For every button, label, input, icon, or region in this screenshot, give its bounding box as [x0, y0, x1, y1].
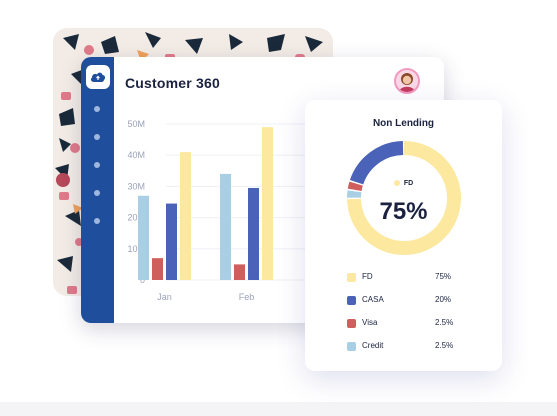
nav-item-5[interactable] [94, 218, 100, 224]
user-avatar[interactable] [394, 68, 420, 94]
bar-jan-2[interactable] [166, 203, 177, 280]
y-tick-label: 20M [127, 213, 145, 223]
legend-value: 2.5% [435, 318, 454, 327]
x-tick-label: Feb [239, 292, 255, 302]
y-tick-label: 40M [127, 150, 145, 160]
bar-feb-1[interactable] [234, 264, 245, 280]
donut-slice-fd[interactable] [347, 141, 461, 255]
legend-value: 75% [435, 272, 452, 281]
legend-value: 20% [435, 295, 452, 304]
legend-value: 2.5% [435, 341, 454, 350]
legend-swatch [347, 273, 356, 282]
sidebar [81, 57, 114, 323]
cloud-icon[interactable] [86, 65, 110, 89]
card-title: Non Lending [372, 118, 435, 129]
x-tick-label: Jan [157, 292, 172, 302]
y-tick-label: 30M [127, 181, 145, 191]
donut-center-value: 75% [379, 198, 428, 225]
bottom-strip [0, 402, 557, 416]
legend-swatch [347, 342, 356, 351]
donut-center-label-text: FD [403, 180, 414, 187]
legend-item-casa: CASA 20% [347, 295, 467, 307]
legend-label: FD [362, 272, 373, 281]
legend-swatch [347, 296, 356, 305]
legend-label: Credit [362, 341, 384, 350]
bar-feb-0[interactable] [220, 173, 231, 280]
legend-label: Visa [362, 318, 378, 327]
donut-chart [347, 141, 461, 255]
nav-item-1[interactable] [94, 106, 100, 112]
page-title: Customer 360 [125, 75, 220, 91]
bar-jan-3[interactable] [180, 152, 191, 280]
y-tick-label: 10M [127, 244, 145, 254]
y-tick-label: 50M [127, 119, 145, 129]
donut-center-label: FD [305, 180, 502, 187]
nav-item-2[interactable] [94, 134, 100, 140]
fd-dot [393, 180, 400, 187]
bar-feb-2[interactable] [248, 187, 259, 280]
legend-swatch [347, 319, 356, 328]
legend-label: CASA [362, 295, 384, 304]
nav-item-4[interactable] [94, 190, 100, 196]
legend-item-visa: Visa 2.5% [347, 318, 467, 330]
legend-item-fd: FD 75% [347, 272, 467, 284]
bar-jan-1[interactable] [152, 258, 163, 280]
non-lending-card: Non Lending FD 75% FD 75% CASA 20% Visa … [305, 100, 502, 371]
bar-jan-0[interactable] [138, 195, 149, 280]
nav-item-3[interactable] [94, 162, 100, 168]
bar-feb-3[interactable] [262, 127, 273, 281]
legend-item-credit: Credit 2.5% [347, 341, 467, 353]
